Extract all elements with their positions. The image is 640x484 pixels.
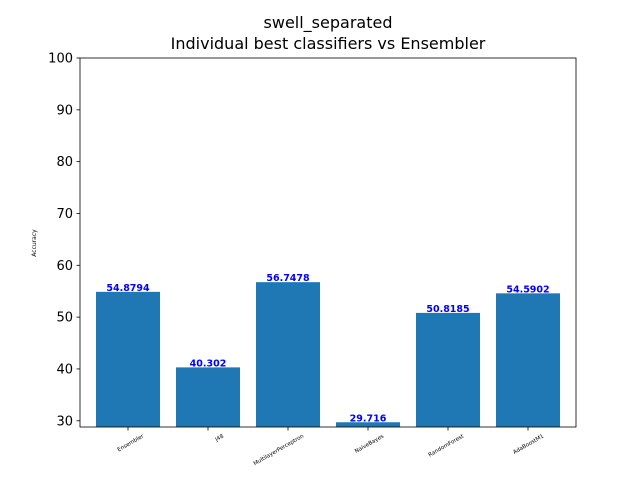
bar bbox=[496, 293, 560, 427]
plot-area: 54.8794 Ensembler 40.302 J48 56.7478 Multilay… bbox=[48, 52, 577, 467]
bar-value-label: 54.5902 bbox=[506, 284, 549, 295]
y-tick-label: 90 bbox=[56, 103, 73, 118]
chart-title: swell_separated bbox=[264, 13, 393, 33]
y-axis-label: Accuracy bbox=[31, 229, 38, 257]
bar bbox=[336, 422, 400, 427]
bar-value-label: 56.7478 bbox=[266, 273, 310, 284]
bar-value-label: 40.302 bbox=[190, 358, 227, 369]
y-tick-label: 80 bbox=[56, 155, 73, 170]
y-tick-label: 50 bbox=[56, 311, 73, 326]
x-tick-label: J48 bbox=[214, 433, 226, 443]
x-tick-label: NaiveBayes bbox=[354, 433, 385, 454]
y-tick-label: 40 bbox=[56, 362, 73, 377]
bar bbox=[96, 291, 160, 427]
x-tick-label: AdaBoostM1 bbox=[512, 434, 545, 456]
bar-value-label: 50.8185 bbox=[426, 304, 469, 315]
bar bbox=[256, 282, 320, 427]
y-tick-label: 70 bbox=[56, 207, 73, 222]
x-tick-label: RandomForest bbox=[428, 433, 466, 458]
x-tick-label: MultilayerPerceptron bbox=[253, 433, 306, 467]
y-tick-label: 60 bbox=[56, 259, 73, 274]
y-tick-label: 100 bbox=[48, 52, 73, 67]
plot-frame bbox=[79, 57, 577, 428]
bar-value-label: 29.716 bbox=[350, 413, 387, 424]
y-tick-label: 30 bbox=[56, 414, 73, 429]
bar-value-label: 54.8794 bbox=[106, 283, 150, 294]
x-tick-label: Ensembler bbox=[117, 433, 146, 453]
chart-subtitle: Individual best classifiers vs Ensembler bbox=[171, 34, 486, 53]
bar bbox=[176, 367, 240, 427]
bar bbox=[416, 312, 480, 427]
